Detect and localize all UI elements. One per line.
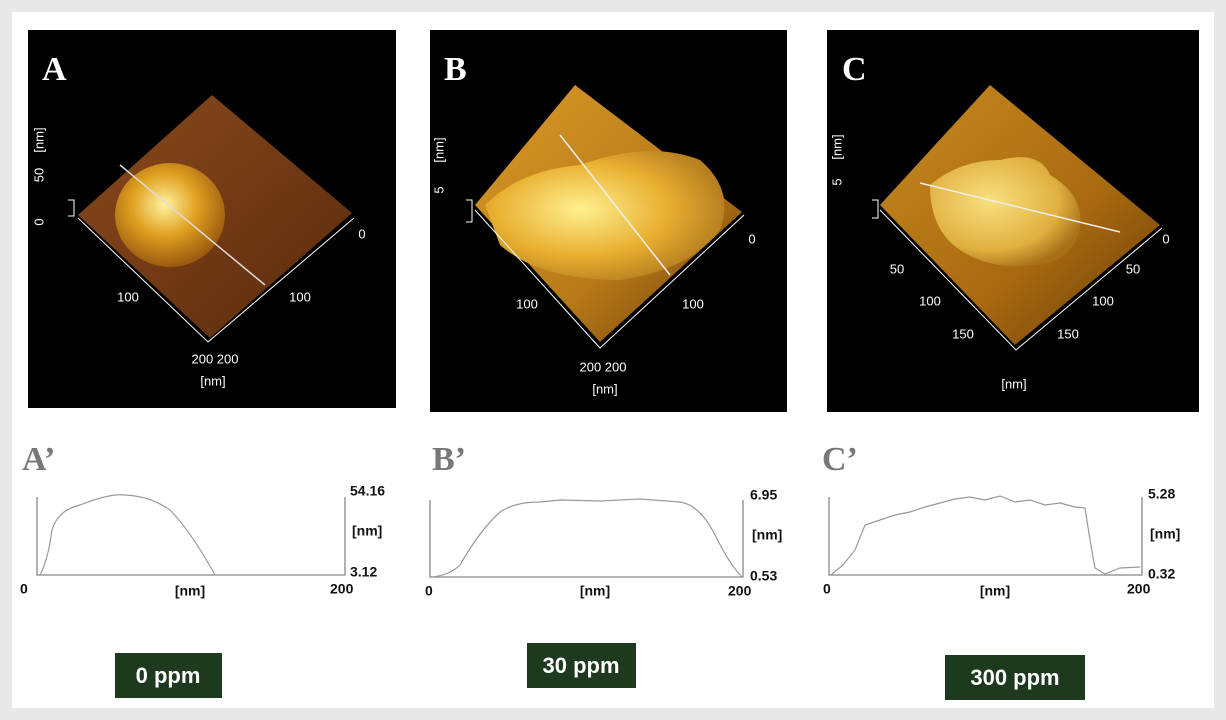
concentration: 300 ppm [970, 665, 1059, 690]
z-bracket [466, 199, 473, 223]
profile-label: A’ [22, 441, 55, 478]
label-box [527, 643, 636, 688]
profile-curves [39, 494, 1141, 578]
x-min: 0 [823, 581, 831, 597]
y-min: 0.32 [1148, 566, 1175, 582]
axis-label: 50 [890, 261, 904, 276]
axis-label: 200 200 [192, 351, 239, 366]
panel-label: A [42, 51, 67, 88]
axis-label: 50 [1126, 261, 1140, 276]
axis-label: 0 [358, 226, 365, 241]
axis-label: [nm] [31, 127, 46, 152]
profile-label: C’ [822, 441, 858, 478]
axis [77, 217, 355, 343]
label-box [945, 655, 1085, 700]
axis-label: 100 [919, 293, 941, 308]
axis-label: 5 [829, 178, 844, 185]
x-max: 200 [1127, 581, 1151, 597]
x-unit: [nm] [580, 583, 610, 599]
x-max: 200 [728, 583, 752, 599]
label-box [115, 653, 222, 698]
axis-label: [nm] [200, 373, 225, 388]
axis-label: 50 [31, 168, 46, 182]
particle [115, 163, 225, 267]
profile-axes [36, 497, 1143, 578]
scan-line [919, 182, 1121, 233]
particle [930, 157, 1081, 266]
axis-label: [nm] [1001, 376, 1026, 391]
scan-line [559, 134, 671, 276]
axis [474, 209, 745, 349]
axis-label: 100 [516, 296, 538, 311]
y-min: 3.12 [350, 564, 377, 580]
panel-label: B [444, 51, 467, 88]
axis-label: 100 [289, 289, 311, 304]
axis [879, 209, 1163, 351]
axis-label: [nm] [592, 381, 617, 396]
y-unit: [nm] [1150, 526, 1180, 542]
z-bracket [872, 199, 879, 219]
axis-label: 200 200 [580, 359, 627, 374]
axis-label: 0 [31, 218, 46, 225]
axis-label: 100 [117, 289, 139, 304]
axis-label: 100 [682, 296, 704, 311]
axis-label: 0 [1162, 231, 1169, 246]
x-min: 0 [425, 583, 433, 599]
x-unit: [nm] [980, 583, 1010, 599]
particle [485, 151, 725, 280]
y-unit: [nm] [752, 527, 782, 543]
profile-label: B’ [432, 441, 466, 478]
x-min: 0 [20, 581, 28, 597]
y-max: 6.95 [750, 487, 777, 503]
axis-label: [nm] [431, 137, 446, 162]
axis-label: 150 [952, 326, 974, 341]
axis-label: 150 [1057, 326, 1079, 341]
x-unit: [nm] [175, 583, 205, 599]
scan-line [119, 164, 266, 286]
axis-label: 100 [1092, 293, 1114, 308]
y-unit: [nm] [352, 523, 382, 539]
panel-label: C [842, 51, 867, 88]
axis-label: 0 [748, 231, 755, 246]
concentration: 30 ppm [542, 653, 619, 678]
y-min: 0.53 [750, 568, 777, 584]
x-max: 200 [330, 581, 354, 597]
y-max: 54.16 [350, 483, 385, 499]
z-bracket [68, 199, 75, 217]
axis-label: 5 [431, 186, 446, 193]
concentration: 0 ppm [136, 663, 201, 688]
y-max: 5.28 [1148, 486, 1175, 502]
axis-label: [nm] [829, 134, 844, 159]
